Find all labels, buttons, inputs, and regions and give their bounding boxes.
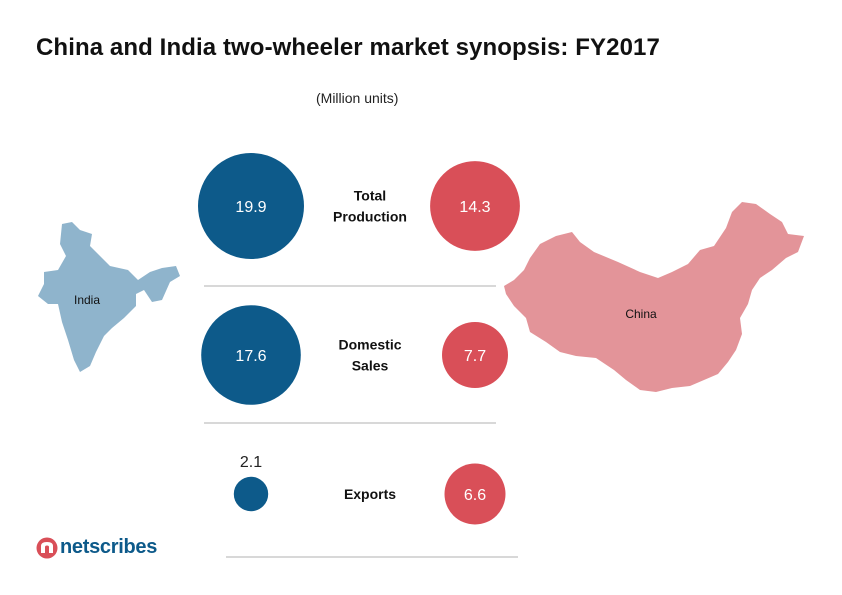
category-label: Domestic Sales xyxy=(338,337,401,374)
india-value-label-3: 2.1 xyxy=(240,454,262,471)
china-bubble-2 xyxy=(442,322,508,388)
category-label: Exports xyxy=(344,486,396,502)
india-map xyxy=(38,222,180,372)
india-value-label-1: 19.9 xyxy=(235,199,266,216)
china-map xyxy=(504,202,804,392)
china-value-label-2: 7.7 xyxy=(464,348,486,365)
india-bubble-1 xyxy=(198,153,304,259)
china-map-label: China xyxy=(625,307,657,321)
india-bubble-2 xyxy=(201,305,301,405)
netscribes-logo-icon xyxy=(36,537,58,559)
india-bubble-3 xyxy=(233,476,269,512)
chart-title: China and India two-wheeler market synop… xyxy=(36,34,660,61)
china-value-label-1: 14.3 xyxy=(459,199,490,216)
unit-label: (Million units) xyxy=(316,90,399,106)
netscribes-logo: netscribes xyxy=(60,536,158,558)
china-bubble-1 xyxy=(430,161,520,251)
china-value-label-3: 6.6 xyxy=(464,487,486,504)
china-bubble-3 xyxy=(444,463,506,525)
india-value-label-2: 17.6 xyxy=(235,348,266,365)
india-map-label: India xyxy=(74,293,100,307)
category-label: Total Production xyxy=(333,188,407,225)
